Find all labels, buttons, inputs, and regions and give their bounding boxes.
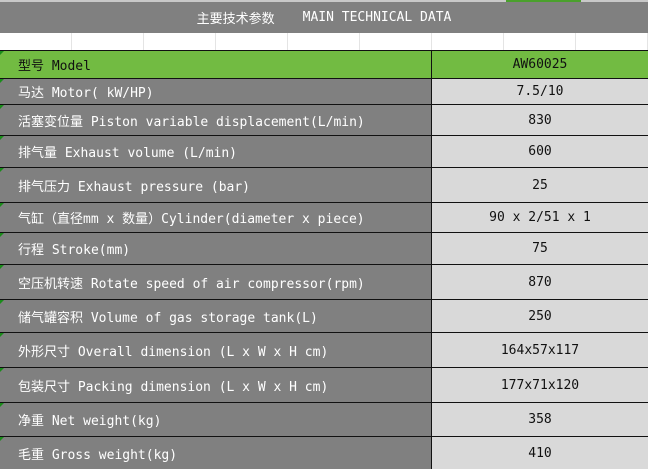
table-row: 行程 Stroke(mm) 75 bbox=[0, 232, 648, 264]
spec-value[interactable]: 358 bbox=[432, 403, 648, 436]
spec-value[interactable]: 75 bbox=[432, 233, 648, 264]
spec-label[interactable]: 外形尺寸 Overall dimension (L x W x H cm) bbox=[0, 333, 432, 367]
spec-label[interactable]: 活塞变位量 Piston variable displacement(L/min… bbox=[0, 105, 432, 135]
title-cn: 主要技术参数 bbox=[196, 12, 275, 27]
table-row: 外形尺寸 Overall dimension (L x W x H cm) 164… bbox=[0, 332, 648, 367]
spec-label[interactable]: 净重 Net weight(kg) bbox=[0, 403, 432, 436]
top-border bbox=[0, 0, 648, 2]
spec-value[interactable]: 600 bbox=[432, 136, 648, 167]
spec-value[interactable]: 90 x 2/51 x 1 bbox=[432, 203, 648, 232]
spec-label[interactable]: 行程 Stroke(mm) bbox=[0, 233, 432, 264]
spec-value[interactable]: AW60025 bbox=[432, 51, 648, 78]
table-title: 主要技术参数 MAIN TECHNICAL DATA bbox=[0, 2, 648, 33]
table-row: 型号 Model AW60025 bbox=[0, 50, 648, 78]
table-row: 排气量 Exhaust volume (L/min) 600 bbox=[0, 135, 648, 167]
empty-row bbox=[0, 33, 648, 50]
spec-label[interactable]: 型号 Model bbox=[0, 51, 432, 78]
spec-value[interactable]: 830 bbox=[432, 105, 648, 135]
table-row: 马达 Motor( kW/HP) 7.5/10 bbox=[0, 78, 648, 104]
spec-label[interactable]: 包装尺寸 Packing dimension (L x W x H cm) bbox=[0, 368, 432, 402]
spec-value[interactable]: 164x57x117 bbox=[432, 333, 648, 367]
spec-label[interactable]: 排气压力 Exhaust pressure (bar) bbox=[0, 168, 432, 202]
spec-value[interactable]: 870 bbox=[432, 265, 648, 299]
selected-cell-indicator bbox=[506, 0, 581, 2]
table-row: 储气罐容积 Volume of gas storage tank(L) 250 bbox=[0, 299, 648, 332]
table-row: 气缸（直径mm x 数量）Cylinder(diameter x piece) 9… bbox=[0, 202, 648, 232]
spec-value[interactable]: 25 bbox=[432, 168, 648, 202]
spec-label[interactable]: 马达 Motor( kW/HP) bbox=[0, 79, 432, 104]
table-row: 空压机转速 Rotate speed of air compressor(rpm… bbox=[0, 264, 648, 299]
spec-value[interactable]: 410 bbox=[432, 437, 648, 469]
spec-label[interactable]: 空压机转速 Rotate speed of air compressor(rpm… bbox=[0, 265, 432, 299]
table-row: 排气压力 Exhaust pressure (bar) 25 bbox=[0, 167, 648, 202]
title-en: MAIN TECHNICAL DATA bbox=[302, 10, 452, 25]
table-row: 毛重 Gross weight(kg) 410 bbox=[0, 436, 648, 469]
spec-value[interactable]: 7.5/10 bbox=[432, 79, 648, 104]
table-row: 活塞变位量 Piston variable displacement(L/min… bbox=[0, 104, 648, 135]
spec-value[interactable]: 250 bbox=[432, 300, 648, 332]
spec-value[interactable]: 177x71x120 bbox=[432, 368, 648, 402]
spec-label[interactable]: 排气量 Exhaust volume (L/min) bbox=[0, 136, 432, 167]
spec-label[interactable]: 储气罐容积 Volume of gas storage tank(L) bbox=[0, 300, 432, 332]
spec-label[interactable]: 气缸（直径mm x 数量）Cylinder(diameter x piece) bbox=[0, 203, 432, 232]
table-row: 净重 Net weight(kg) 358 bbox=[0, 402, 648, 436]
spec-label[interactable]: 毛重 Gross weight(kg) bbox=[0, 437, 432, 469]
table-row: 包装尺寸 Packing dimension (L x W x H cm) 177… bbox=[0, 367, 648, 402]
